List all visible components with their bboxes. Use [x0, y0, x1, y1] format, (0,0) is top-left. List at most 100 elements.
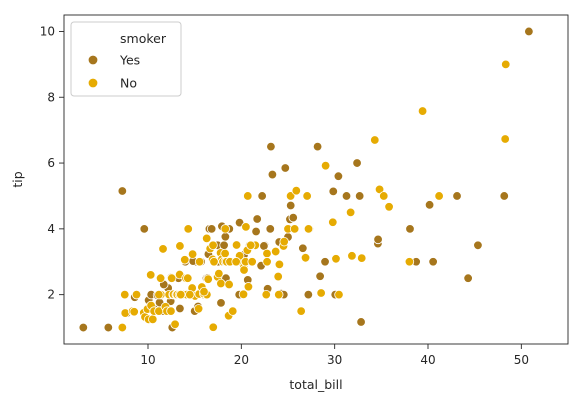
y-tick-label: 6: [47, 156, 55, 170]
data-point-yes-68: [333, 171, 344, 181]
data-point-no-114: [246, 240, 256, 251]
legend-title: smoker: [120, 31, 167, 46]
y-tick-label: 10: [40, 24, 55, 38]
data-point-no-92: [316, 288, 326, 298]
data-point-no-100: [379, 191, 389, 201]
data-point-no-50: [208, 240, 218, 251]
data-point-yes-0: [78, 322, 89, 333]
data-point-no-35: [183, 224, 193, 234]
data-point-no-105: [500, 134, 510, 144]
data-point-no-63: [224, 279, 234, 290]
data-point-no-21: [166, 306, 176, 316]
data-point-no-87: [285, 191, 296, 201]
data-point-yes-70: [352, 158, 362, 168]
data-point-no-79: [261, 289, 271, 300]
data-point-no-42: [194, 257, 205, 267]
data-point-yes-96: [286, 200, 296, 211]
data-point-yes-75: [373, 234, 383, 245]
data-point-yes-83: [473, 240, 483, 251]
data-point-no-82: [273, 271, 283, 282]
data-point-yes-56: [280, 163, 290, 173]
y-tick-label: 4: [47, 222, 55, 236]
data-point-yes-60: [298, 243, 308, 253]
legend-label-no: No: [120, 76, 137, 91]
data-point-yes-71: [354, 191, 365, 201]
data-point-yes-63: [312, 141, 323, 152]
data-point-no-88: [291, 185, 302, 196]
data-point-no-58: [220, 248, 230, 259]
data-point-no-69: [238, 289, 249, 300]
data-point-no-116: [274, 289, 284, 300]
data-point-no-115: [262, 257, 272, 267]
data-point-no-109: [176, 289, 186, 300]
data-point-yes-80: [428, 257, 438, 267]
data-point-no-10: [146, 270, 156, 280]
data-point-no-91: [303, 224, 314, 234]
data-point-no-113: [231, 257, 241, 267]
data-point-no-97: [345, 207, 356, 218]
data-point-no-71: [239, 265, 249, 275]
y-tick-label: 8: [47, 90, 55, 104]
x-tick-label: 10: [140, 353, 155, 367]
data-point-no-104: [434, 191, 444, 201]
data-point-yes-40: [234, 217, 245, 228]
data-point-yes-72: [356, 317, 366, 327]
data-point-no-111: [199, 286, 209, 297]
x-tick-label: 30: [327, 353, 342, 367]
data-point-no-75: [243, 191, 253, 201]
data-point-yes-82: [463, 273, 473, 283]
data-point-yes-5: [139, 224, 149, 234]
data-point-no-101: [384, 202, 394, 212]
legend-marker-no: [87, 77, 99, 89]
data-point-yes-51: [265, 224, 275, 234]
data-point-no-76: [243, 282, 254, 292]
data-point-no-121: [370, 135, 380, 145]
data-point-no-73: [241, 222, 251, 232]
data-point-no-1: [120, 289, 130, 300]
data-point-no-66: [231, 240, 242, 250]
legend-box: [70, 21, 182, 97]
data-point-yes-76: [405, 224, 415, 234]
data-point-no-112: [209, 257, 219, 267]
data-point-no-80: [262, 248, 272, 259]
data-point-yes-59: [288, 212, 298, 223]
data-point-no-102: [404, 257, 415, 267]
data-point-no-4: [129, 307, 139, 317]
data-point-no-17: [158, 244, 168, 254]
data-point-no-106: [501, 59, 511, 70]
data-point-no-85: [279, 236, 289, 247]
data-point-no-120: [357, 253, 367, 263]
data-point-no-45: [202, 233, 212, 244]
data-point-no-108: [170, 319, 180, 329]
legend-marker-yes: [87, 54, 99, 66]
data-point-yes-45: [251, 226, 261, 237]
data-point-no-12: [148, 314, 158, 325]
data-point-yes-52: [266, 141, 276, 152]
data-point-no-34: [183, 273, 193, 283]
data-point-no-29: [175, 241, 185, 251]
data-point-no-31: [180, 255, 190, 265]
data-point-no-94: [328, 217, 338, 227]
legend-label-yes: Yes: [119, 53, 140, 68]
data-point-no-77: [247, 257, 257, 267]
data-point-no-119: [302, 191, 312, 201]
data-point-no-89: [296, 306, 306, 316]
x-tick-label: 40: [420, 353, 435, 367]
data-point-no-65: [228, 306, 238, 316]
data-point-no-110: [185, 289, 195, 300]
data-point-no-95: [331, 254, 341, 264]
data-point-no-117: [289, 224, 300, 234]
data-point-no-47: [203, 274, 213, 284]
y-axis-label: tip: [10, 171, 25, 187]
data-point-no-83: [274, 259, 285, 270]
data-point-yes-1: [103, 322, 114, 333]
data-point-yes-95: [252, 214, 262, 224]
data-point-yes-37: [220, 232, 231, 242]
data-point-no-81: [270, 246, 281, 257]
data-point-no-107: [154, 289, 164, 300]
y-axis-ticks: 2 4 6 8 10: [40, 24, 64, 302]
x-axis-label: total_bill: [289, 377, 342, 392]
data-point-yes-65: [320, 257, 330, 267]
data-point-no-38: [187, 249, 198, 259]
